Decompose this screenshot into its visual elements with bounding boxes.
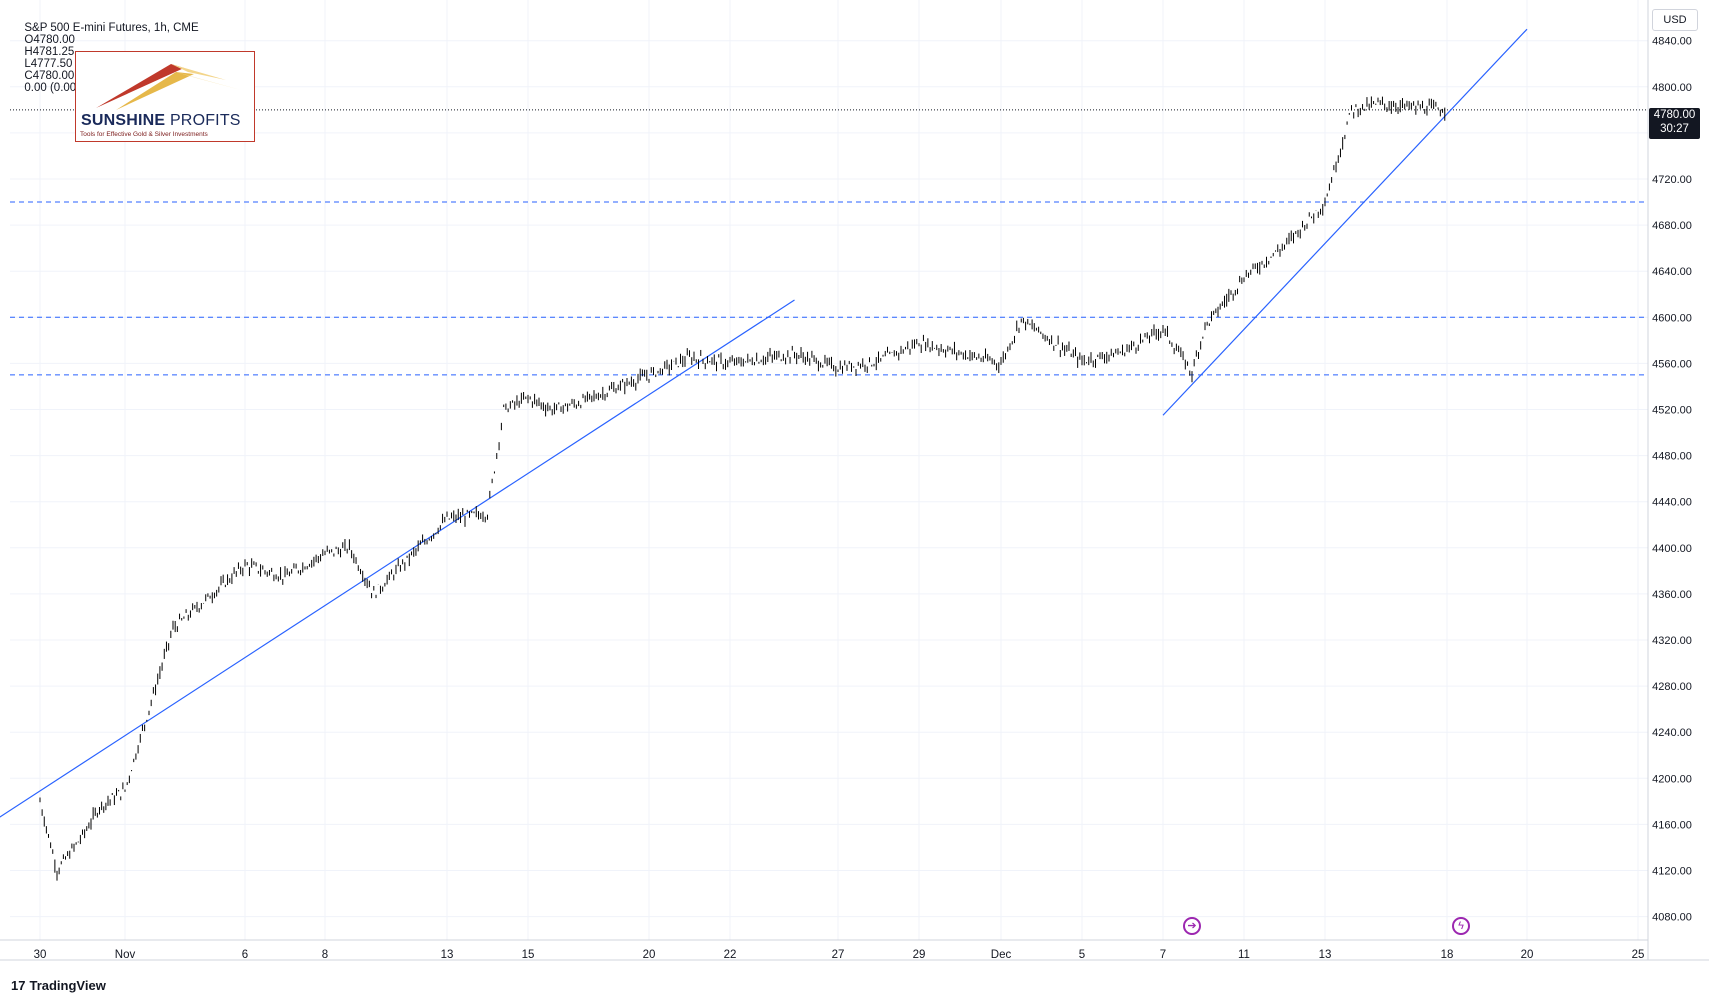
trendlines [0,28,1528,818]
trendline [1162,28,1528,416]
time-tick-label: Nov [115,949,136,961]
time-tick-label: 27 [832,949,845,961]
price-tick-label: 4240.00 [1652,727,1692,739]
time-tick-label: 7 [1160,949,1166,961]
trendline [0,299,795,818]
last-price-value: 4780.00 [1653,109,1696,121]
tradingview-mark-icon: 17 [11,978,26,993]
currency-label[interactable]: USD [1652,9,1698,31]
ohlc-open: O4780.00 [24,34,75,46]
time-tick-label: 29 [913,949,926,961]
symbol-title[interactable]: S&P 500 E-mini Futures, 1h, CME [24,22,199,34]
price-tick-label: 4480.00 [1652,451,1692,463]
price-tick-label: 4560.00 [1652,358,1692,370]
price-tick-label: 4320.00 [1652,635,1692,647]
price-series [39,96,1446,881]
ohlc-high: H4781.25 [24,46,75,58]
ohlc-close: C4780.00 [24,70,75,82]
price-tick-label: 4440.00 [1652,497,1692,509]
price-tick-label: 4120.00 [1652,866,1692,878]
price-tick-label: 4200.00 [1652,773,1692,785]
price-tick-label: 4640.00 [1652,266,1692,278]
time-tick-label: 15 [522,949,535,961]
time-tick-label: 22 [724,949,737,961]
price-tick-label: 4720.00 [1652,174,1692,186]
price-tick-label: 4680.00 [1652,220,1692,232]
time-tick-label: Dec [991,949,1012,961]
price-tick-label: 4600.00 [1652,312,1692,324]
time-tick-label: 6 [242,949,248,961]
price-tick-label: 4400.00 [1652,543,1692,555]
time-tick-label: 8 [322,949,328,961]
price-tick-label: 4800.00 [1652,82,1692,94]
price-tick-label: 4360.00 [1652,589,1692,601]
time-tick-label: 20 [1521,949,1534,961]
grid [10,0,1648,940]
time-tick-label: 11 [1238,949,1250,961]
price-tick-label: 4840.00 [1652,36,1692,48]
time-tick-label: 13 [441,949,454,961]
horizontal-levels [10,109,1648,376]
time-tick-label: 18 [1441,949,1454,961]
time-tick-label: 20 [643,949,656,961]
time-tick-label: 25 [1632,949,1645,961]
time-tick-label: 13 [1319,949,1332,961]
logo-tagline: Tools for Effective Gold & Silver Invest… [80,131,208,138]
logo-brand: SUNSHINE PROFITS [81,112,241,129]
bar-countdown: 30:27 [1660,123,1689,135]
ohlc-low: L4777.50 [24,58,73,70]
price-tick-label: 4160.00 [1652,819,1692,831]
price-tick-label: 4520.00 [1652,405,1692,417]
symbol-header: S&P 500 E-mini Futures, 1h, CME O4780.00… [18,10,205,94]
time-tick-label: 5 [1079,949,1085,961]
axes: 4840.004800.004760.004720.004680.004640.… [0,0,1709,961]
price-tick-label: 4080.00 [1652,912,1692,924]
sunshine-profits-logo: SUNSHINE PROFITS Tools for Effective Gol… [75,51,255,142]
last-price-tag: 4780.00 30:27 [1649,108,1700,139]
price-tick-label: 4280.00 [1652,681,1692,693]
time-tick-label: 30 [34,949,47,961]
arrow-right-circle-icon[interactable]: ➔ [1183,917,1201,935]
lightning-circle-icon[interactable]: ϟ [1452,917,1470,935]
tradingview-logo[interactable]: 17 TradingView [11,978,106,993]
logo-swoosh-icon [96,64,241,110]
